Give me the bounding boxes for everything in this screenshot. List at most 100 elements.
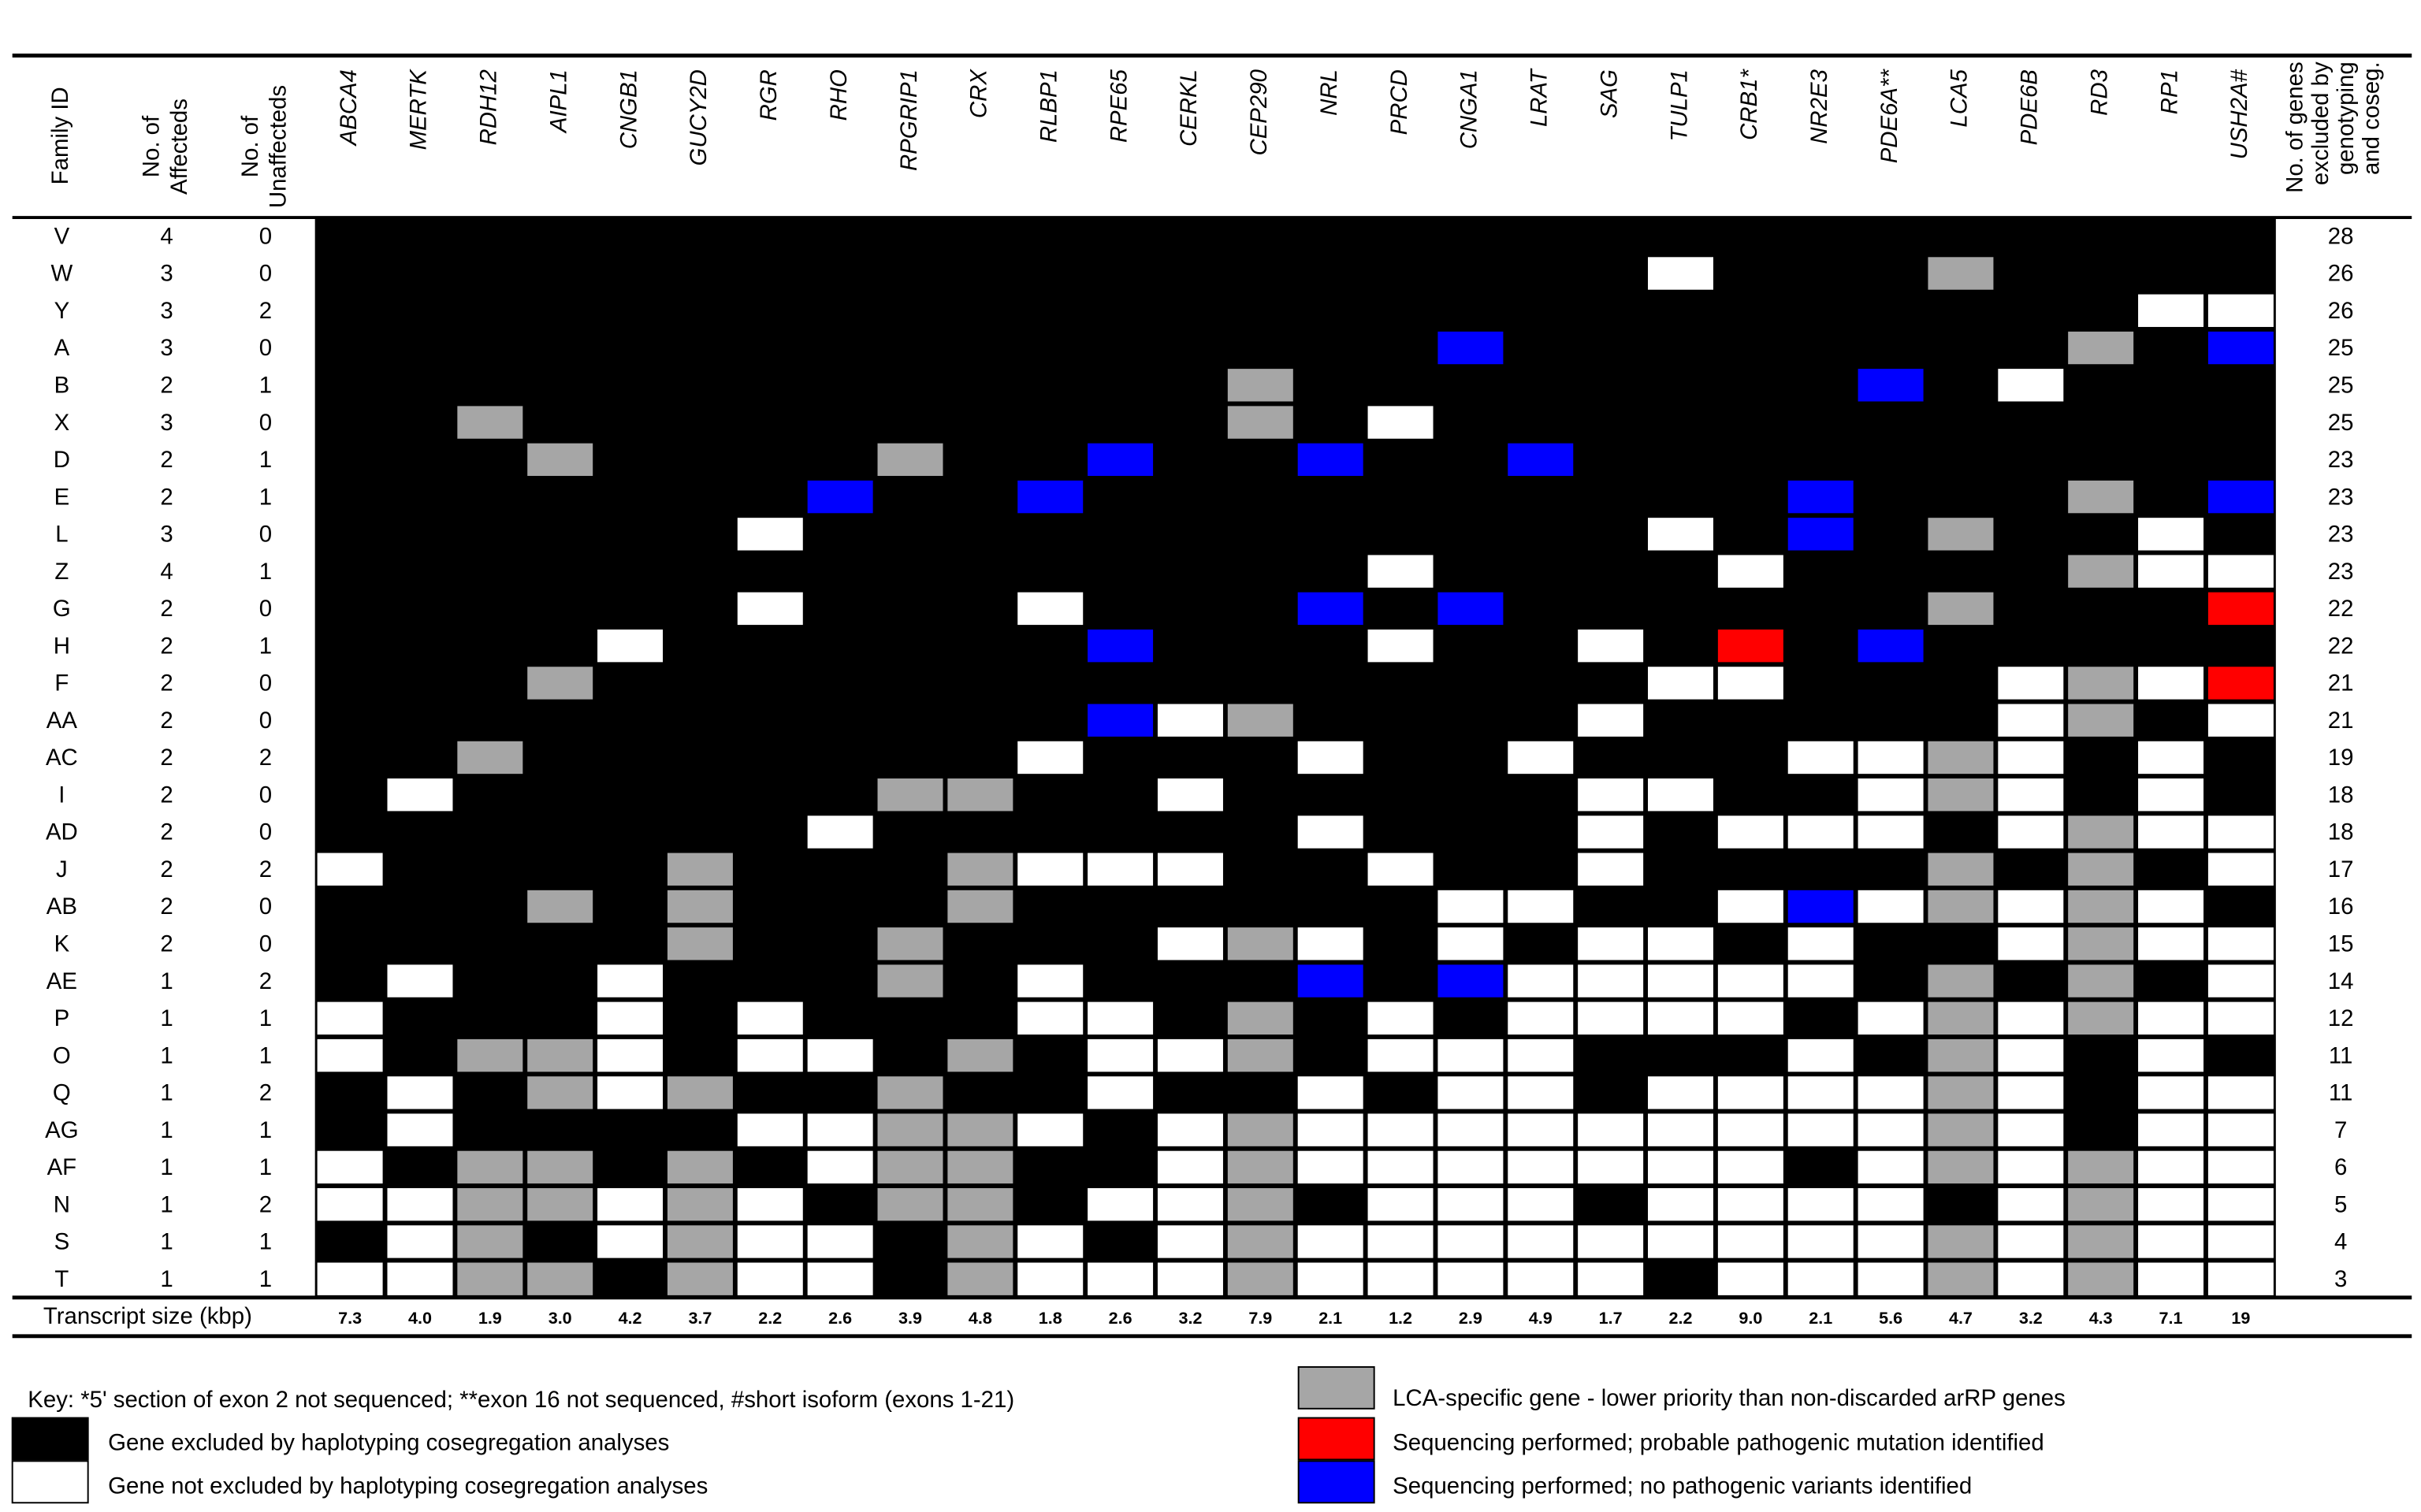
status-cell	[1926, 590, 1995, 627]
status-cell	[1156, 926, 1225, 962]
affected-count: 1	[160, 968, 173, 994]
gene-header: LRAT	[1527, 68, 1553, 127]
affected-count: 3	[160, 298, 173, 324]
family-id: AC	[46, 745, 78, 771]
status-cell	[2137, 1037, 2205, 1074]
key-label: Gene not excluded by haplotyping cosegre…	[108, 1473, 708, 1499]
status-cell	[735, 1186, 805, 1223]
status-cell	[1716, 665, 1785, 701]
status-cell	[876, 1149, 945, 1186]
status-cell	[1646, 255, 1715, 292]
status-cell	[1296, 926, 1365, 962]
status-cell	[1506, 739, 1575, 776]
status-cell	[1646, 777, 1715, 813]
transcript-size: 7.3	[338, 1309, 362, 1328]
status-cell	[1996, 1149, 2066, 1186]
status-cell	[1086, 851, 1155, 887]
status-cell	[2066, 329, 2136, 366]
status-cell	[2137, 814, 2205, 850]
status-cell	[1225, 367, 1295, 403]
affected-count: 2	[160, 671, 173, 697]
status-cell	[1786, 814, 1855, 850]
status-cell	[1786, 1075, 1855, 1111]
status-cell	[1225, 1224, 1295, 1260]
status-cell	[735, 1112, 805, 1148]
status-cell	[1436, 926, 1505, 962]
gene-header: CEP290	[1246, 69, 1272, 155]
status-cell	[1716, 1261, 1785, 1297]
status-cell	[2137, 665, 2205, 701]
status-cell	[385, 1224, 455, 1260]
key-note: Key: *5' section of exon 2 not sequenced…	[28, 1387, 1014, 1413]
status-cell	[1506, 1037, 1575, 1074]
status-cell	[456, 1149, 525, 1186]
status-cell	[1296, 441, 1365, 477]
family-id: Y	[54, 298, 70, 324]
affected-count: 3	[160, 261, 173, 287]
affected-count: 1	[160, 1154, 173, 1180]
status-cell	[1296, 1149, 1365, 1186]
status-cell	[2137, 1112, 2205, 1148]
status-cell	[1506, 1224, 1575, 1260]
status-cell	[1576, 1224, 1646, 1260]
status-cell	[2066, 1149, 2136, 1186]
status-cell	[805, 1037, 875, 1074]
status-cell	[2206, 963, 2275, 999]
status-cell	[1646, 516, 1715, 552]
status-cell	[2206, 665, 2275, 701]
gene-header: TULP1	[1666, 69, 1692, 141]
status-cell	[1576, 1112, 1646, 1148]
status-cell	[1016, 1224, 1085, 1260]
key-swatch	[11, 1417, 89, 1461]
status-cell	[1856, 1000, 1925, 1036]
status-cell	[1296, 963, 1365, 999]
status-cell	[456, 404, 525, 440]
gene-header: USH2A#	[2226, 69, 2252, 159]
column-header: No. of genes	[2282, 61, 2308, 193]
unaffected-count: 1	[259, 1154, 272, 1180]
column-header: Unaffecteds	[265, 85, 291, 208]
family-id: P	[54, 1005, 70, 1031]
excluded-count: 12	[2328, 1005, 2354, 1031]
status-cell	[2206, 1261, 2275, 1297]
unaffected-count: 0	[259, 893, 272, 919]
status-cell	[1996, 739, 2066, 776]
status-cell	[1366, 1112, 1435, 1148]
unaffected-count: 0	[259, 522, 272, 548]
family-id: Z	[54, 559, 69, 585]
excluded-count: 18	[2328, 819, 2354, 845]
status-cell	[526, 888, 595, 925]
status-cell	[1716, 1224, 1785, 1260]
status-cell	[1646, 665, 1715, 701]
status-cell	[1086, 1186, 1155, 1223]
status-cell	[1926, 255, 1995, 292]
transcript-size: 2.1	[1809, 1309, 1832, 1328]
status-cell	[1856, 739, 1925, 776]
status-cell	[596, 1037, 665, 1074]
status-cell	[1366, 1000, 1435, 1036]
affected-count: 3	[160, 335, 173, 361]
status-cell	[1506, 888, 1575, 925]
status-cell	[1086, 1075, 1155, 1111]
status-cell	[1856, 367, 1925, 403]
family-id: D	[54, 447, 70, 473]
unaffected-count: 2	[259, 968, 272, 994]
transcript-size: 2.6	[1109, 1309, 1132, 1328]
transcript-size: 3.0	[549, 1309, 572, 1328]
status-cell	[1996, 1186, 2066, 1223]
transcript-label: Transcript size (kbp)	[43, 1303, 252, 1329]
status-cell	[1996, 1037, 2066, 1074]
status-cell	[1856, 888, 1925, 925]
status-cell	[1156, 1186, 1225, 1223]
transcript-size: 5.6	[1879, 1309, 1902, 1328]
status-cell	[1996, 702, 2066, 738]
status-cell	[876, 1075, 945, 1111]
affected-count: 1	[160, 1229, 173, 1255]
status-cell	[1926, 1224, 1995, 1260]
status-cell	[735, 1261, 805, 1297]
gene-header: AIPL1	[545, 69, 571, 134]
status-cell	[2137, 292, 2205, 329]
column-header: and coseg.	[2359, 61, 2385, 175]
affected-count: 2	[160, 484, 173, 510]
